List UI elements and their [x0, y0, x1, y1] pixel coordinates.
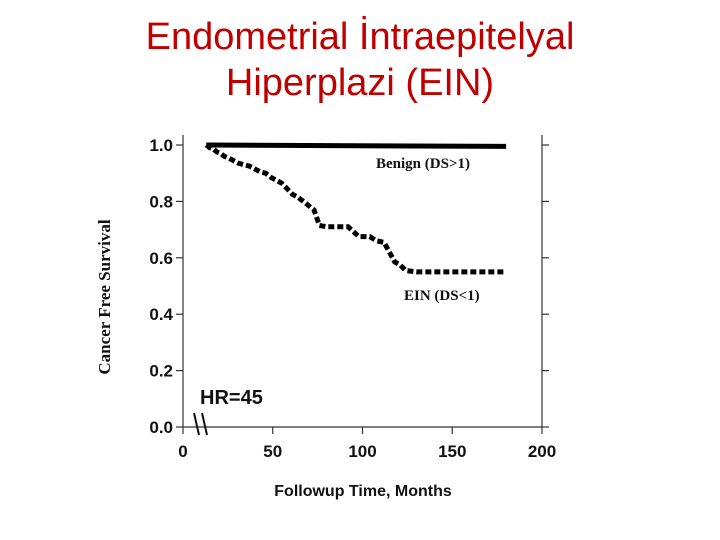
- series-label-benign: Benign (DS>1): [376, 156, 470, 172]
- y-tick-label: 0.8: [149, 192, 173, 211]
- series-line-benign: [206, 142, 507, 149]
- axis-ticks: 0.0 0.2 0.4 0.6 0.8 1.0 0 50 100 150 200: [149, 136, 556, 461]
- y-tick-label: 0.6: [149, 249, 173, 268]
- x-tick-label: 150: [438, 442, 466, 461]
- x-tick-label: 0: [178, 442, 187, 461]
- series-lines: [204, 142, 507, 275]
- hazard-ratio-annotation: HR=45: [200, 387, 263, 409]
- series-label-ein: EIN (DS<1): [404, 288, 480, 304]
- slide-title-line-2: Hiperplazi (EIN): [225, 62, 495, 104]
- y-axis-title: Cancer Free Survival: [95, 219, 114, 374]
- axis-break-mark: [193, 412, 200, 436]
- slide-title-line-1: Endometrial İntraepitelyal: [145, 16, 575, 58]
- axis-break-mark: [201, 412, 208, 436]
- y-tick-label: 0.2: [149, 362, 173, 381]
- x-tick-label: 50: [263, 442, 282, 461]
- x-tick-label: 100: [348, 442, 376, 461]
- slide-title: Endometrial İntraepitelyal Hiperplazi (E…: [0, 14, 720, 106]
- y-tick-label: 1.0: [149, 136, 173, 155]
- x-axis-title: Followup Time, Months: [274, 483, 452, 500]
- y-tick-label: 0.0: [149, 418, 173, 437]
- x-tick-label: 200: [528, 442, 556, 461]
- y-tick-label: 0.4: [149, 305, 173, 324]
- series-line-ein: [204, 143, 507, 275]
